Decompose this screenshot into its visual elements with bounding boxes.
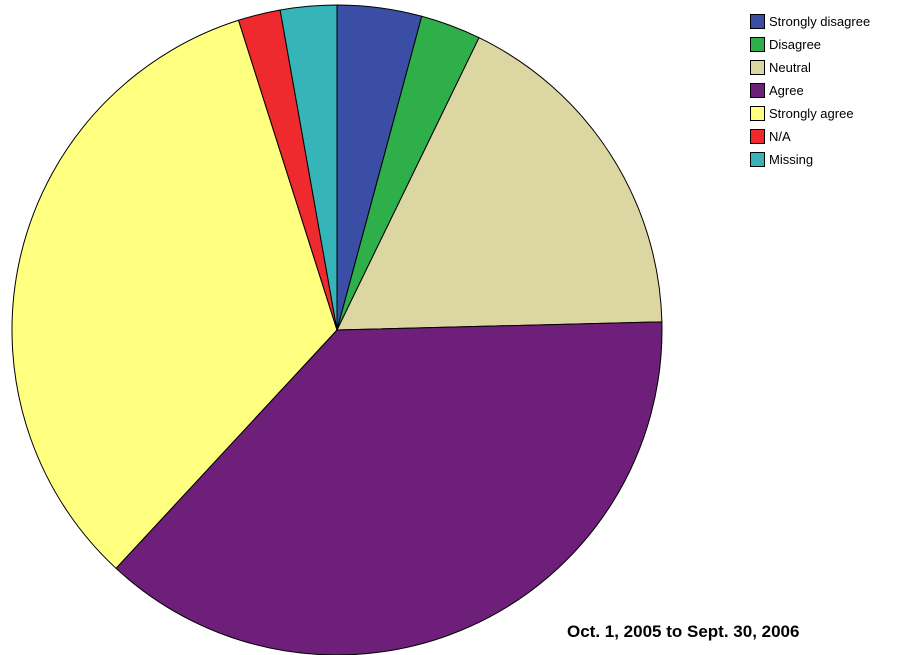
legend-label: Disagree (769, 37, 822, 52)
legend-label: Strongly disagree (769, 14, 871, 29)
pie-slice-missing (279, 4, 338, 331)
legend-item-disagree: Disagree (750, 33, 870, 56)
legend-item-strongly-agree: Strongly agree (750, 102, 870, 125)
legend: Strongly disagree Disagree Neutral Agree… (750, 10, 870, 171)
legend-item-neutral: Neutral (750, 56, 870, 79)
legend-label: Missing (769, 152, 814, 167)
legend-swatch (750, 152, 765, 167)
legend-swatch (750, 83, 765, 98)
pie-slice-neutral (336, 37, 663, 331)
legend-item-missing: Missing (750, 148, 870, 171)
legend-swatch (750, 14, 765, 29)
legend-label: Neutral (769, 60, 811, 75)
legend-label: Strongly agree (769, 106, 854, 121)
pie-slice-agree (115, 321, 663, 655)
legend-item-na: N/A (750, 125, 870, 148)
legend-label: Agree (769, 83, 804, 98)
pie-slices (11, 4, 663, 655)
legend-swatch (750, 37, 765, 52)
legend-item-agree: Agree (750, 79, 870, 102)
pie-slice-strongly-agree (11, 19, 338, 570)
legend-item-strongly-disagree: Strongly disagree (750, 10, 870, 33)
legend-swatch (750, 60, 765, 75)
date-range-caption: Oct. 1, 2005 to Sept. 30, 2006 (567, 622, 800, 641)
legend-label: N/A (769, 129, 791, 144)
legend-swatch (750, 106, 765, 121)
legend-swatch (750, 129, 765, 144)
